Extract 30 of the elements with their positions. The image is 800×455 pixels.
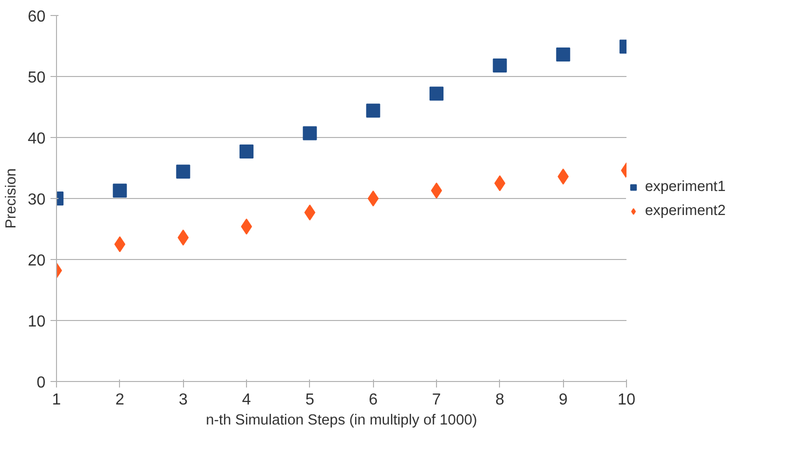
y-axis-title: Precision [4,168,20,229]
x-tick-label: 4 [242,392,252,408]
x-tick-label: 8 [495,392,504,408]
x-tick-label: 7 [432,392,442,408]
x-axis-title: n-th Simulation Steps (in multiply of 1000) [206,412,478,428]
legend-label: experiment2 [645,203,726,219]
point [112,184,127,198]
legend-label: experiment1 [645,179,726,195]
x-tick-label: 6 [368,392,378,408]
x-tick-label: 9 [558,392,568,408]
x-tick-label: 10 [618,392,636,408]
point [556,48,570,62]
point [366,104,380,118]
point [240,144,254,159]
point [430,86,444,101]
x-tick-label: 5 [305,392,314,408]
y-tick-label: 10 [28,314,46,330]
y-tick-label: 40 [28,130,46,148]
point [302,126,317,140]
y-tick-label: 50 [28,70,46,86]
y-tick-label: 60 [28,8,46,26]
point [368,190,379,206]
y-tick-label: 30 [28,192,46,208]
y-tick-label: 20 [28,252,46,270]
x-tick-label: 2 [115,392,124,408]
x-tick-label: 1 [52,392,62,408]
x-tick-label: 3 [178,392,188,408]
y-tick-label: 0 [36,374,46,392]
point [492,58,507,73]
point [176,164,190,179]
